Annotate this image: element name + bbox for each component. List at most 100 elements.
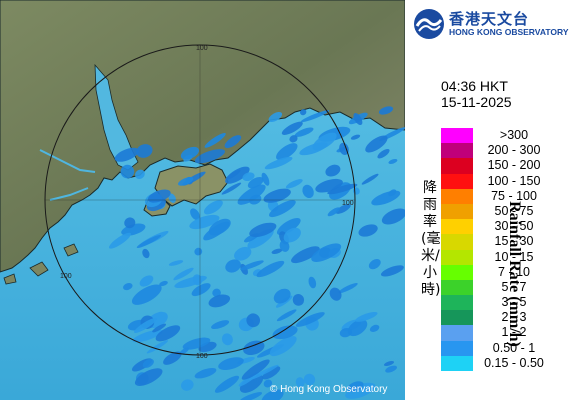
rain-echo bbox=[281, 121, 303, 135]
rain-echo bbox=[189, 214, 220, 230]
rain-echo bbox=[134, 368, 163, 386]
rain-echo bbox=[136, 144, 153, 158]
logo-english-text: HONG KONG OBSERVATORY bbox=[449, 27, 569, 37]
hko-emblem-icon bbox=[414, 9, 444, 39]
legend-label: 200 - 300 bbox=[487, 143, 541, 158]
rain-echo bbox=[369, 324, 380, 332]
rain-echo bbox=[302, 184, 314, 199]
rain-echo bbox=[147, 189, 171, 203]
rain-echo bbox=[276, 143, 298, 161]
rain-echo bbox=[303, 373, 316, 386]
rain-echo bbox=[299, 109, 307, 116]
rain-echo bbox=[247, 177, 264, 189]
rain-echo bbox=[123, 283, 133, 291]
rain-echo bbox=[152, 323, 167, 333]
rain-echo bbox=[155, 325, 181, 342]
rain-echo bbox=[224, 135, 242, 149]
rain-echo bbox=[291, 246, 320, 264]
rain-echo bbox=[262, 366, 281, 380]
legend-label: 15 - 30 bbox=[494, 234, 534, 249]
rain-echo bbox=[256, 260, 285, 278]
legend-label: 0.50 - 1 bbox=[492, 340, 536, 355]
rain-echo bbox=[388, 158, 398, 165]
rain-echo bbox=[124, 217, 136, 229]
legend-swatch bbox=[441, 279, 473, 296]
rain-echo bbox=[240, 260, 264, 271]
rain-echo bbox=[312, 132, 337, 151]
rain-echo bbox=[109, 232, 131, 249]
island bbox=[29, 261, 49, 277]
rain-echo bbox=[300, 110, 330, 123]
rain-echo bbox=[132, 329, 163, 343]
legend-label: 1 - 2 bbox=[501, 325, 527, 340]
pearl-river-estuary bbox=[94, 63, 139, 171]
logo-chinese-text: 香港天文台 bbox=[449, 10, 530, 28]
legend-label: 2 - 3 bbox=[501, 310, 527, 325]
rain-echo bbox=[249, 222, 277, 238]
range-ring-label-bottom: 100 bbox=[196, 353, 208, 360]
rain-echo bbox=[294, 127, 314, 137]
rain-echo bbox=[311, 243, 342, 262]
rain-echo bbox=[218, 357, 244, 370]
legend-label: 5 - 7 bbox=[501, 279, 527, 294]
legend-swatch bbox=[441, 310, 473, 326]
legend-swatch bbox=[441, 128, 473, 144]
rain-echo bbox=[241, 359, 270, 380]
rain-echo bbox=[377, 148, 390, 159]
rain-echo bbox=[283, 227, 301, 243]
rain-echo bbox=[263, 379, 273, 388]
rain-echo bbox=[273, 288, 291, 304]
river-channel bbox=[39, 149, 96, 201]
radar-map[interactable]: 100 100 100 100 © Hong Kong Observatory bbox=[0, 0, 405, 400]
legend-swatch bbox=[441, 234, 473, 250]
rain-echo-layer bbox=[109, 106, 405, 400]
rain-echo bbox=[203, 200, 223, 215]
rain-echo bbox=[368, 258, 381, 270]
rain-echo bbox=[385, 365, 397, 373]
legend-swatch bbox=[441, 188, 473, 204]
rain-echo bbox=[289, 135, 298, 143]
rain-echo bbox=[263, 188, 291, 203]
hko-logo[interactable]: 香港天文台 HONG KONG OBSERVATORY bbox=[413, 6, 573, 42]
rain-echo bbox=[329, 287, 342, 301]
rain-echo bbox=[381, 208, 405, 225]
rain-echo bbox=[146, 340, 169, 354]
rain-echo bbox=[194, 149, 226, 164]
rain-echo bbox=[383, 360, 395, 367]
rain-echo bbox=[174, 275, 207, 289]
rain-echo bbox=[134, 169, 145, 180]
rain-echo bbox=[194, 367, 217, 379]
radar-date: 15-11-2025 bbox=[441, 94, 512, 110]
legend-swatch bbox=[441, 295, 473, 311]
rain-echo bbox=[139, 275, 154, 287]
legend-title-chinese: 降雨率(毫米/小時) bbox=[421, 180, 441, 298]
legend-label: >300 bbox=[499, 128, 529, 142]
rain-echo bbox=[338, 283, 358, 294]
rain-echo bbox=[339, 327, 352, 338]
rain-echo bbox=[276, 217, 301, 236]
rain-echo bbox=[285, 179, 303, 189]
rain-echo bbox=[142, 358, 154, 368]
rain-echo bbox=[347, 381, 364, 392]
rain-echo bbox=[181, 379, 194, 391]
mainland-land bbox=[0, 0, 405, 273]
rain-echo bbox=[182, 337, 211, 350]
legend-swatch bbox=[441, 143, 473, 159]
rain-echo bbox=[388, 189, 397, 197]
rain-echo bbox=[212, 288, 221, 298]
legend-swatch bbox=[441, 158, 473, 174]
rain-echo bbox=[234, 246, 252, 261]
rain-echo bbox=[239, 374, 264, 393]
rain-echo bbox=[295, 377, 305, 388]
legend-swatch bbox=[441, 325, 473, 341]
rain-echo bbox=[136, 234, 162, 249]
legend-swatch bbox=[441, 249, 473, 265]
legend-label: 150 - 200 bbox=[487, 158, 541, 173]
rain-echo bbox=[279, 240, 290, 252]
rain-echo bbox=[353, 112, 363, 126]
island bbox=[3, 273, 17, 285]
legend-swatch bbox=[441, 173, 473, 189]
rain-echo bbox=[315, 178, 343, 193]
rain-echo bbox=[142, 248, 150, 259]
rain-echo bbox=[271, 248, 283, 254]
